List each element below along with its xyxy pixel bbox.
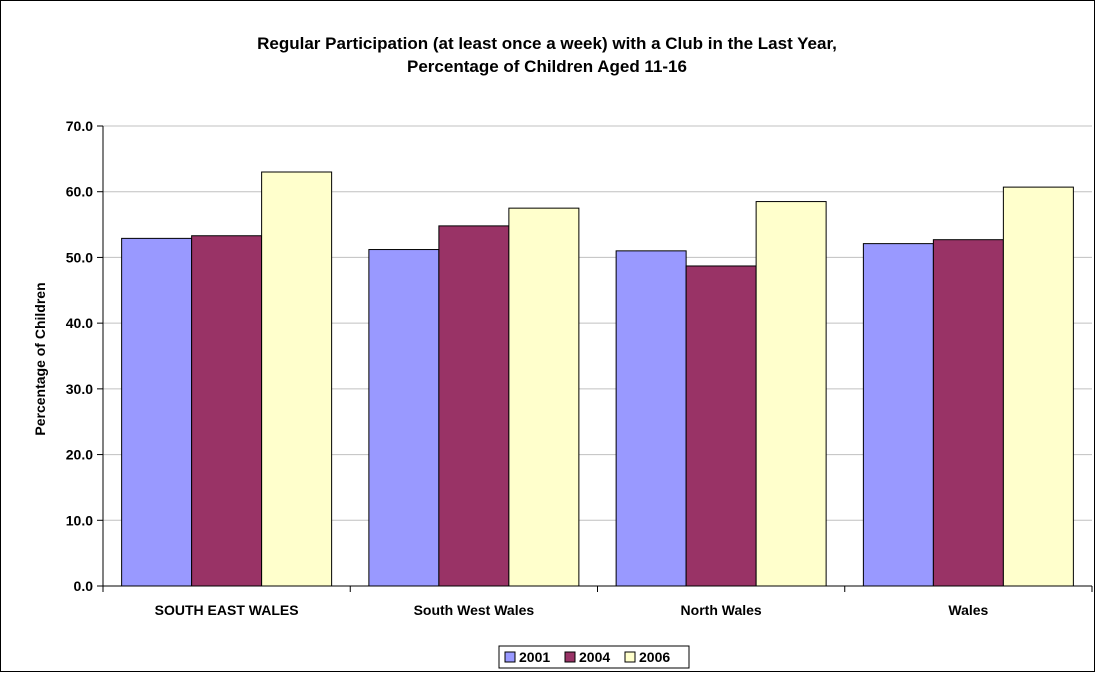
y-tick-label: 10.0: [66, 512, 93, 528]
y-tick-label: 50.0: [66, 249, 93, 265]
bar-2001: [862, 243, 934, 587]
axes: 0.0 10.0 20.0 30.0 40.0 50.0 60.0 70.0 SOUTH EAS…: [66, 118, 1093, 618]
legend-box: [498, 645, 690, 669]
chart-title: Regular Participation (at least once a w…: [257, 34, 837, 53]
y-tick-label: 30.0: [66, 381, 93, 397]
legend-swatch-2001: [504, 651, 516, 663]
bar-2004: [932, 239, 1004, 587]
legend-label: 2004: [579, 649, 610, 665]
bar-2006: [508, 207, 580, 587]
bar-2004: [685, 265, 757, 587]
y-tick-label: 70.0: [66, 118, 93, 134]
legend-label: 2001: [519, 649, 550, 665]
bar-2006: [1002, 186, 1074, 587]
chart-subtitle: Percentage of Children Aged 11-16: [407, 57, 687, 76]
bar-2001: [121, 237, 193, 587]
y-axis-label: Percentage of Children: [32, 282, 48, 435]
category-label: North Wales: [681, 602, 762, 618]
category-label: South West Wales: [414, 602, 535, 618]
legend-swatch-2006: [624, 651, 636, 663]
bar-2001: [368, 249, 440, 587]
bar-2001: [615, 250, 687, 587]
legend-label: 2006: [639, 649, 670, 665]
legend: 2001 2004 2006: [498, 645, 690, 669]
y-tick-label: 40.0: [66, 315, 93, 331]
bar-2004: [191, 235, 263, 587]
bar-2004: [438, 225, 510, 587]
bars: [121, 171, 1074, 587]
y-tick-label: 20.0: [66, 447, 93, 463]
y-tick-label: 60.0: [66, 184, 93, 200]
category-label: SOUTH EAST WALES: [155, 602, 299, 618]
legend-swatch-2004: [564, 651, 576, 663]
category-label: Wales: [948, 602, 988, 618]
bar-2006: [261, 171, 333, 587]
bar-2006: [755, 201, 827, 587]
y-tick-label: 0.0: [74, 578, 94, 594]
